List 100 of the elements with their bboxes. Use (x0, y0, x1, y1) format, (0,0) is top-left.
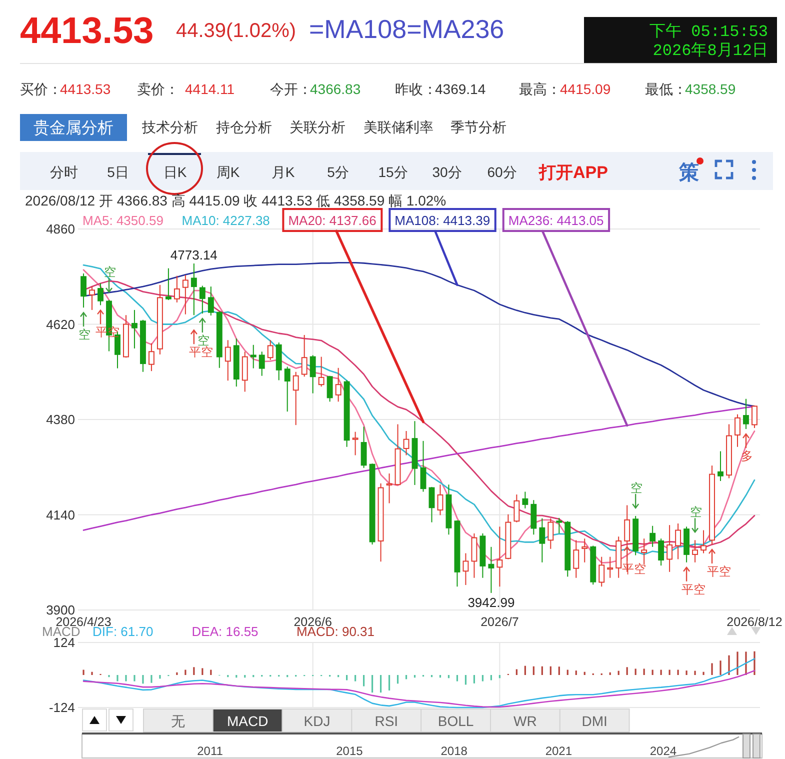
y-tick-label: 4620 (46, 316, 75, 332)
candlestick (556, 517, 562, 534)
x-tick-label: 2011 (197, 744, 224, 758)
annotation: 平空 (188, 345, 213, 360)
x-tick-label: 2015 (336, 744, 364, 758)
candlestick (165, 268, 172, 301)
candlestick (267, 340, 274, 360)
text: 美联储利率 (364, 119, 434, 135)
text: 日K (163, 164, 188, 180)
candlestick (437, 484, 444, 516)
candlestick (292, 371, 299, 426)
text: =MA108=MA236 (309, 14, 504, 44)
candlestick (190, 262, 197, 316)
text: 44.39(1.02%) (176, 20, 296, 42)
text: 贵金属分析 (34, 119, 114, 137)
candlestick (496, 526, 503, 588)
annotation: 3942.99 (468, 594, 515, 610)
text: DMI (582, 713, 608, 729)
text: DEA: 16.55 (192, 624, 258, 639)
text: 月K (271, 164, 296, 180)
annotation: 空 (630, 480, 643, 495)
candlestick (650, 525, 656, 548)
text: MA10: 4227.38 (182, 213, 270, 228)
candlestick (428, 486, 435, 523)
candlestick (301, 334, 308, 378)
candlestick (208, 286, 214, 316)
candlestick (310, 354, 316, 394)
annotation: 空 (78, 328, 91, 342)
text: 打开APP (538, 163, 608, 182)
y-tick-label: 4140 (46, 507, 75, 522)
text: 4369.14 (435, 81, 486, 97)
text: 卖价： (137, 81, 179, 97)
candlestick (743, 398, 749, 430)
text: 4415.09 (560, 81, 611, 97)
text: MA5: 4350.59 (82, 213, 164, 228)
text: 60分 (487, 164, 517, 180)
y-tick-label: 124 (53, 635, 75, 650)
x-tick-label: 2024 (650, 744, 677, 758)
candlestick (734, 414, 740, 448)
text: 分时 (50, 164, 78, 180)
candlestick (284, 366, 290, 412)
candlestick (582, 538, 588, 563)
text: KDJ (304, 713, 330, 729)
candlestick (98, 282, 104, 306)
candlestick (548, 518, 554, 550)
text: 15分 (378, 164, 408, 180)
candlestick (148, 342, 154, 372)
text: 30分 (432, 164, 462, 180)
candlestick (658, 538, 664, 566)
candlestick (700, 530, 706, 554)
text: 最高： (519, 81, 561, 97)
candlestick (718, 450, 724, 482)
candlestick (530, 500, 537, 536)
candlestick (598, 556, 605, 588)
annotation: 4773.14 (170, 247, 218, 262)
candlestick (182, 274, 188, 315)
candlestick (539, 518, 546, 563)
candlestick (352, 431, 358, 456)
candlestick (199, 285, 206, 314)
annotation: 平空 (707, 564, 732, 579)
text: RSI (374, 713, 398, 729)
candlestick (242, 351, 248, 392)
candlestick (641, 538, 648, 565)
text: MA108: 4413.39 (394, 213, 490, 228)
text: 4358.59 (685, 81, 736, 97)
y-tick-label: 4860 (46, 222, 75, 237)
candlestick (360, 426, 367, 468)
candlestick (522, 491, 528, 509)
line-series (82, 658, 756, 708)
text: BOLL (438, 713, 474, 729)
candlestick (607, 556, 614, 578)
text: MA20: 4137.66 (288, 213, 376, 228)
candlestick (462, 552, 469, 586)
text: 无 (171, 713, 186, 729)
candlestick (224, 340, 231, 382)
x-tick-label: 2026/8/12 (726, 615, 782, 629)
candlestick (132, 309, 138, 349)
annotation: 平空 (682, 582, 706, 596)
candlestick (250, 344, 256, 369)
text: 周K (216, 164, 240, 180)
line-series (82, 670, 756, 708)
candlestick (326, 375, 333, 402)
text: 策 (678, 162, 699, 184)
x-tick-label: 2021 (545, 744, 572, 758)
candlestick (258, 351, 265, 376)
y-tick-label: 4380 (46, 412, 75, 428)
text: 4414.11 (185, 81, 235, 97)
text: 4366.83 (310, 81, 361, 97)
text: 4413.53 (60, 81, 111, 97)
candlestick (573, 540, 580, 578)
candlestick (488, 546, 494, 594)
text: 5分 (327, 164, 349, 180)
text: WR (514, 713, 537, 729)
chart-subtitle: 2026/08/12 开 4366.83 高 4415.09 收 4413.53 低 4358.59 幅 1.02% (25, 192, 446, 208)
text: 下午 05:15:53 (650, 23, 768, 41)
text: MACD (226, 713, 268, 729)
candlestick (403, 430, 410, 456)
text: 4413.53 (20, 10, 154, 51)
candlestick (692, 540, 698, 563)
text: 季节分析 (450, 119, 506, 135)
